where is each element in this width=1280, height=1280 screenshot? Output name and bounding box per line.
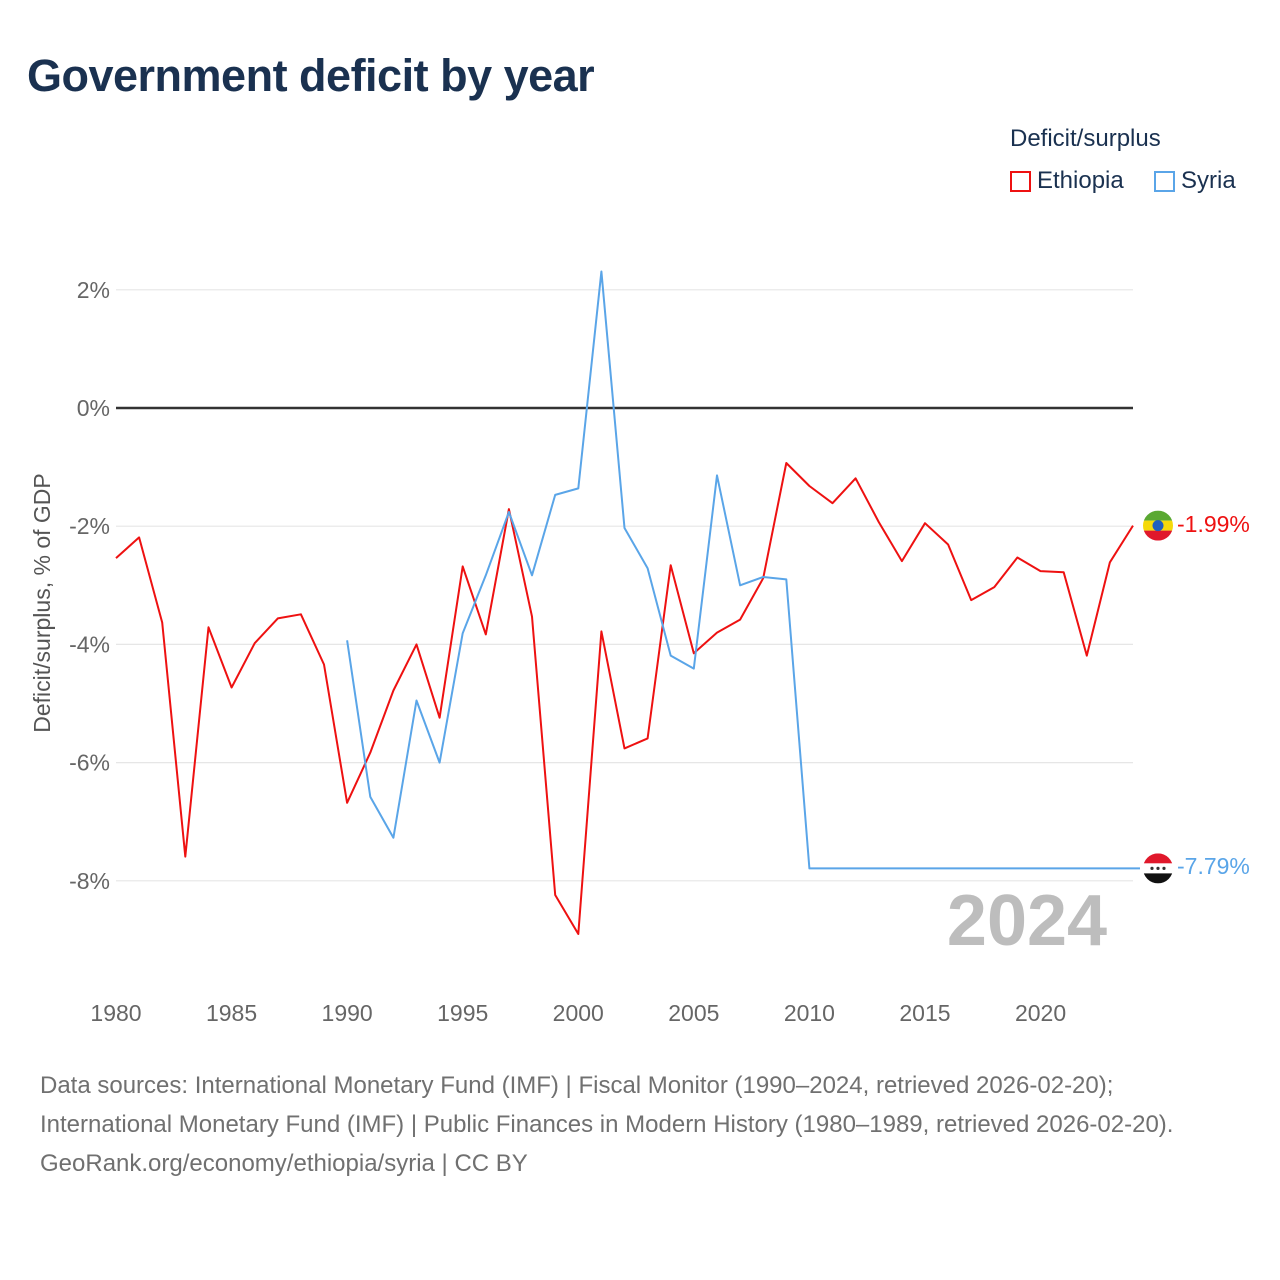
flag-ethiopia-icon [1143,510,1173,541]
flag-syria-icon [1143,853,1173,884]
y-tick-label: -8% [69,868,110,894]
star [1156,866,1160,870]
star [1150,866,1154,870]
y-axis-label: Deficit/surplus, % of GDP [29,473,55,732]
legend-swatch-syria [1154,170,1175,192]
legend-item-ethiopia[interactable]: Ethiopia [1010,167,1124,195]
x-tick-label: 1990 [322,1000,373,1026]
emblem [1152,520,1164,532]
x-tick-label: 1985 [206,1000,257,1026]
end-label-ethiopia: -1.99% [1177,511,1250,537]
series-line-syria [346,270,1140,870]
legend-swatch-ethiopia [1010,170,1031,192]
legend-label-syria: Syria [1181,167,1236,194]
stripe [1143,530,1173,541]
x-tick-label: 1995 [437,1000,488,1026]
stripe [1143,873,1173,884]
year-watermark: 2024 [947,881,1107,961]
sources: Data sources: International Monetary Fun… [40,1066,1240,1183]
x-tick-label: 2000 [553,1000,604,1026]
stripe [1143,853,1173,864]
y-tick-label: -2% [69,513,110,539]
y-tick-label: 2% [77,277,110,303]
plot-area: 2024 2% 0% -2% -4% -6% -8% 1980 1985 1990 1995 200… [29,270,1250,1026]
x-tick-label: 2015 [899,1000,950,1026]
x-tick-label: 2005 [668,1000,719,1026]
end-label-syria: -7.79% [1177,853,1250,879]
x-tick-label: 2010 [784,1000,835,1026]
y-tick-label: -4% [69,631,110,657]
y-tick-label: 0% [77,395,110,421]
attribution-link[interactable]: GeoRank.org/economy/ethiopia/syria | CC … [40,1150,528,1177]
sources-text: Data sources: International Monetary Fun… [40,1072,1174,1138]
y-tick-label: -6% [69,750,110,776]
series-line-ethiopia [115,462,1134,935]
star [1162,866,1166,870]
legend-label-ethiopia: Ethiopia [1037,167,1124,194]
legend-item-syria[interactable]: Syria [1154,167,1236,195]
x-tick-label: 1980 [90,1000,141,1026]
x-tick-label: 2020 [1015,1000,1066,1026]
legend-title: Deficit/surplus [1010,125,1161,152]
stripe [1143,510,1173,521]
chart-title: Government deficit by year [27,50,595,101]
